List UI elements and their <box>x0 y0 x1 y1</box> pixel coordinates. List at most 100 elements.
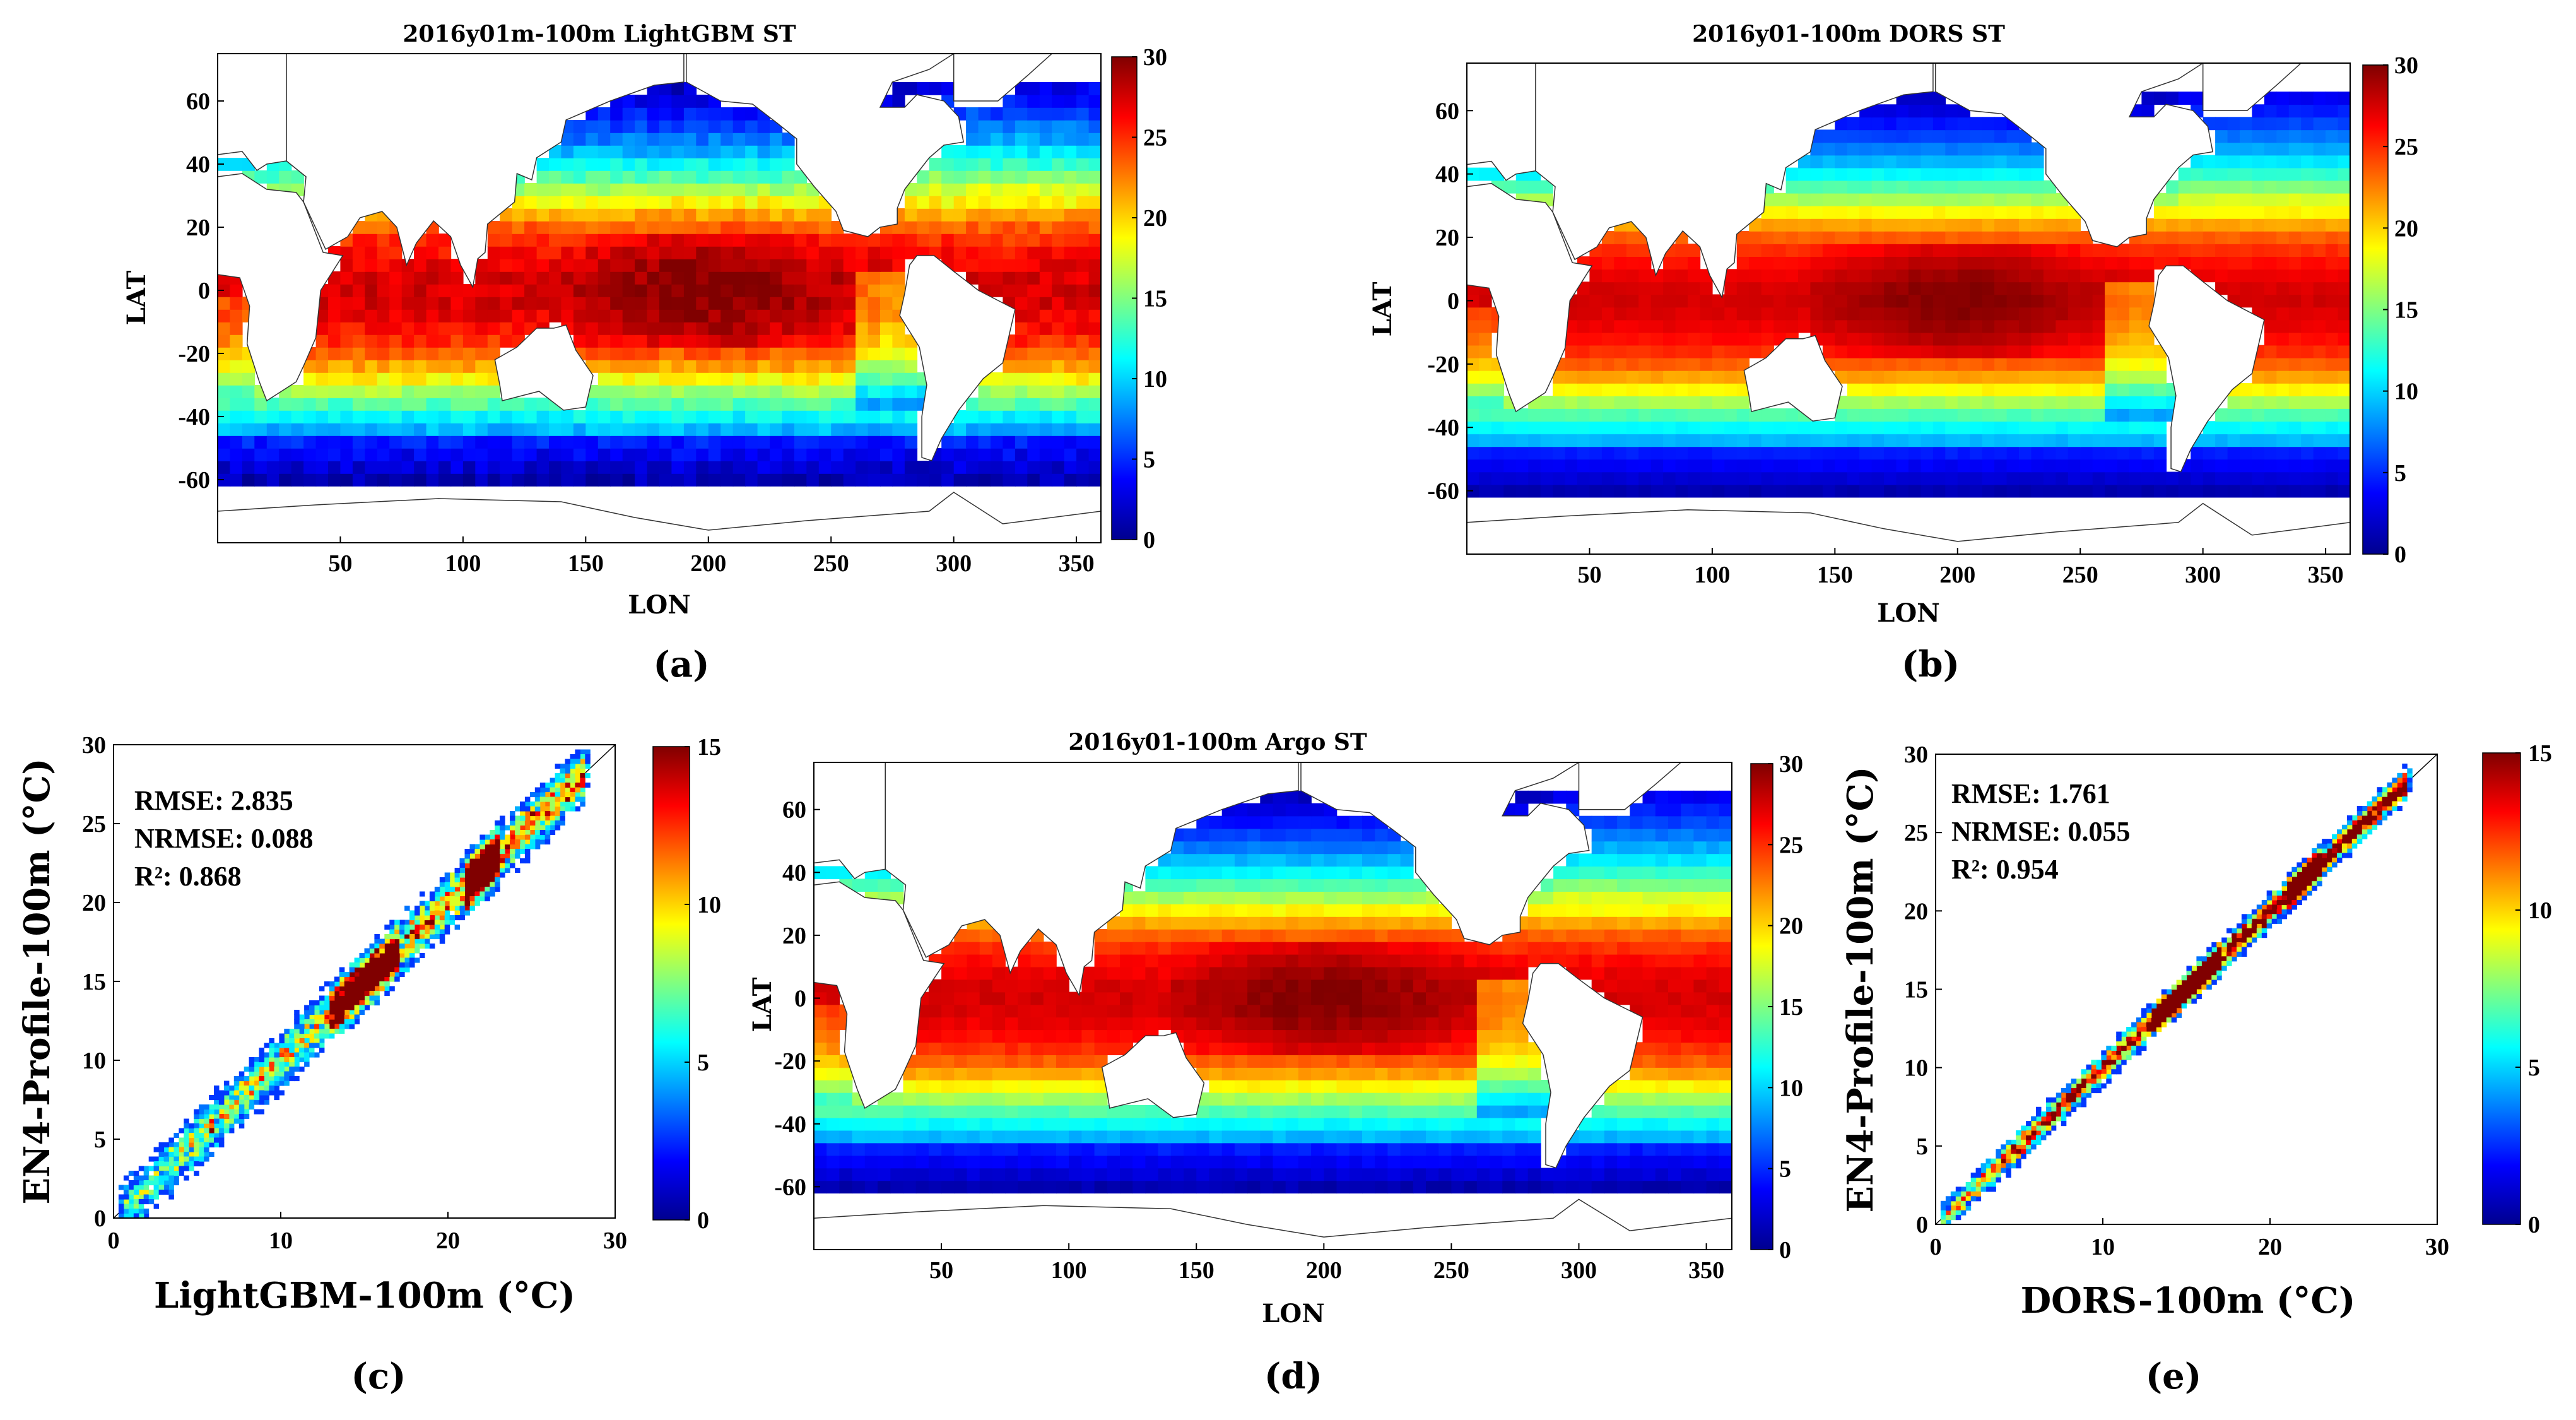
sst-cell <box>1027 120 1040 133</box>
sst-cell <box>1688 471 1701 485</box>
sst-cell <box>1798 484 1811 498</box>
sst-cell <box>1039 284 1052 297</box>
density-cell <box>118 1209 124 1214</box>
sst-cell <box>610 284 623 297</box>
density-cell <box>314 1043 320 1048</box>
sst-cell <box>2252 180 2265 194</box>
sst-cell <box>610 347 623 360</box>
sst-cell <box>635 170 648 184</box>
sst-cell <box>1700 319 1713 333</box>
sst-cell <box>966 435 979 449</box>
density-cell <box>555 792 561 798</box>
sst-cell <box>1039 435 1052 449</box>
density-cell <box>505 844 510 849</box>
density-cell <box>424 920 430 925</box>
sst-cell <box>1700 434 1713 447</box>
density-cell <box>399 957 405 963</box>
sst-cell <box>635 322 648 335</box>
sst-cell <box>1617 1130 1631 1144</box>
sst-cell <box>1994 256 2008 270</box>
sst-cell <box>1027 259 1040 272</box>
sst-cell <box>1822 269 1836 283</box>
sst-cell <box>1527 1168 1541 1181</box>
sst-cell <box>291 410 304 423</box>
sst-cell <box>230 410 243 423</box>
sst-cell <box>2117 434 2130 447</box>
density-cell <box>464 906 470 911</box>
density-cell <box>223 1109 230 1115</box>
sst-cell <box>1614 294 1627 308</box>
density-cell <box>148 1175 155 1181</box>
density-cell <box>575 787 580 793</box>
sst-cell <box>1681 1142 1695 1156</box>
sst-cell <box>2191 256 2204 270</box>
sst-cell <box>1579 1180 1592 1194</box>
density-cell <box>189 1128 194 1133</box>
sst-cell <box>953 461 967 474</box>
sst-cell <box>462 360 476 373</box>
sst-cell <box>732 107 746 121</box>
sst-cell <box>2264 383 2278 396</box>
sst-cell <box>1847 167 1860 181</box>
sst-cell <box>720 221 734 234</box>
sst-cell <box>1467 471 1480 485</box>
sst-cell <box>1810 231 1823 244</box>
panel-d-title: 2016y01-100m Argo ST <box>1068 729 1367 755</box>
sst-cell <box>1810 281 1823 295</box>
density-cell <box>194 1137 199 1143</box>
y-tick-label: 15 <box>82 969 106 995</box>
sst-cell <box>1076 385 1090 398</box>
sst-cell <box>904 234 918 247</box>
sst-cell <box>880 372 893 386</box>
sst-cell <box>561 208 574 222</box>
sst-cell <box>2117 345 2130 358</box>
density-cell <box>223 1095 230 1101</box>
sst-cell <box>1030 1155 1044 1169</box>
y-tick-label: 0 <box>94 1205 106 1232</box>
sst-cell <box>2080 459 2093 473</box>
sst-cell <box>1675 370 1688 384</box>
sst-cell <box>2043 345 2057 358</box>
panel-b-label: (b) <box>1902 644 1960 685</box>
panel-a-title: 2016y01m-100m LightGBM ST <box>403 21 796 47</box>
sst-cell <box>2019 408 2032 422</box>
sst-cell <box>2252 421 2265 435</box>
density-cell <box>394 976 400 982</box>
density-cell <box>299 1038 305 1044</box>
sst-cell <box>303 410 317 423</box>
sst-cell <box>1957 218 1970 232</box>
sst-cell <box>1005 1180 1019 1194</box>
sst-cell <box>414 259 427 272</box>
sst-cell <box>991 448 1004 461</box>
sst-cell <box>1675 446 1688 460</box>
sst-cell <box>890 1142 904 1156</box>
density-cell <box>585 749 591 755</box>
sst-cell <box>585 347 599 360</box>
sst-cell <box>242 461 256 474</box>
sst-cell <box>512 461 525 474</box>
sst-cell <box>2067 484 2081 498</box>
sst-cell <box>1945 167 1958 181</box>
density-cell <box>444 891 450 897</box>
sst-cell <box>2080 446 2093 460</box>
sst-cell <box>826 1117 840 1131</box>
sst-cell <box>1908 129 1922 143</box>
sst-cell <box>2240 167 2253 181</box>
sst-cell <box>2153 434 2167 447</box>
sst-cell <box>941 1180 955 1194</box>
sst-cell <box>1088 246 1102 259</box>
sst-cell <box>450 284 464 297</box>
sst-cell <box>1630 1168 1644 1181</box>
sst-cell <box>1712 370 1726 384</box>
sst-cell <box>2313 180 2326 194</box>
sst-cell <box>2338 205 2351 219</box>
sst-cell <box>1088 234 1102 247</box>
density-cell <box>324 1005 330 1010</box>
sst-cell <box>1871 192 1885 206</box>
sst-cell <box>1785 319 1799 333</box>
density-cell <box>173 1152 179 1157</box>
density-cell <box>199 1128 204 1133</box>
density-cell <box>399 929 405 935</box>
sst-cell <box>340 322 353 335</box>
sst-cell <box>659 246 673 259</box>
